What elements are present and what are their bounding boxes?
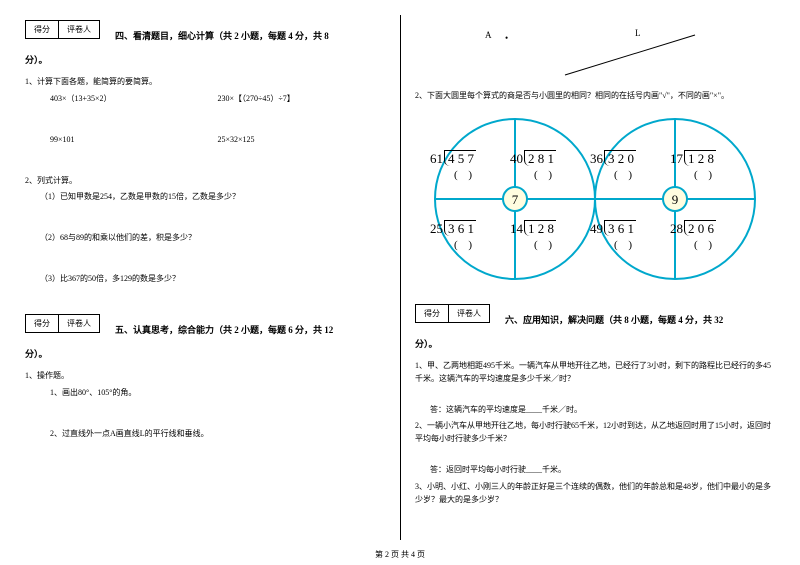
score-label: 得分 — [25, 20, 58, 39]
circles-overlay: 614 5 7 ( ) 402 8 1 ( ) 253 6 1 ( ) 141 … — [415, 111, 775, 286]
s6-a1: 答：这辆汽车的平均速度是____千米／时。 — [430, 404, 775, 417]
point-line-diagram: A • L — [415, 20, 775, 80]
q1-text: 1、计算下面各题，能简算的要简算。 — [25, 76, 385, 89]
calc-4: 25×32×125 — [218, 134, 386, 147]
calc-3: 99×101 — [50, 134, 218, 147]
s6-q3: 3、小明、小红、小刚三人的年龄正好是三个连续的偶数，他们的年龄总和是48岁，他们… — [415, 481, 775, 507]
score-box: 得分 评卷人 — [25, 20, 100, 39]
page-footer: 第 2 页 共 4 页 — [0, 549, 800, 560]
reviewer-label-6: 评卷人 — [448, 304, 490, 323]
section-6-title-end: 分）。 — [415, 336, 775, 352]
s6-a2: 答：返回时平均每小时行驶____千米。 — [430, 464, 775, 477]
section-4-title: 四、看清题目，细心计算（共 2 小题，每题 4 分，共 8 — [115, 28, 385, 44]
section-5-title: 五、认真思考，综合能力（共 2 小题，每题 6 分，共 12 — [115, 322, 385, 338]
calc-1: 403×（13+35×2） — [50, 93, 218, 106]
calc-row-1: 403×（13+35×2） 230×【（270÷45）÷7】 — [50, 93, 385, 106]
score-box-5: 得分 评卷人 — [25, 314, 100, 333]
reviewer-label-5: 评卷人 — [58, 314, 100, 333]
q2b: （2）68与89的和乘以他们的差，积是多少？ — [40, 232, 385, 245]
s5-q1a: 1、画出80°、105°的角。 — [50, 387, 385, 400]
score-box-6: 得分 评卷人 — [415, 304, 490, 323]
q2-circles-text: 2、下面大圆里每个算式的商是否与小圆里的相同？相同的在括号内画"√"，不同的画"… — [415, 90, 775, 103]
score-label-5: 得分 — [25, 314, 58, 333]
score-label-6: 得分 — [415, 304, 448, 323]
line-l-svg — [415, 20, 775, 80]
q2c: （3）比367的50倍，多129的数是多少？ — [40, 273, 385, 286]
calc-row-2: 99×101 25×32×125 — [50, 134, 385, 147]
section-5-title-end: 分）。 — [25, 346, 385, 362]
reviewer-label: 评卷人 — [58, 20, 100, 39]
calc-2: 230×【（270÷45）÷7】 — [218, 93, 386, 106]
section-4-title-end: 分）。 — [25, 52, 385, 68]
section-6-title: 六、应用知识，解决问题（共 8 小题，每题 4 分，共 32 — [505, 312, 775, 328]
q2-text: 2、列式计算。 — [25, 175, 385, 188]
s5-q1: 1、操作题。 — [25, 370, 385, 383]
q2a: （1）已知甲数是254，乙数是甲数的15倍，乙数是多少？ — [40, 191, 385, 204]
s6-q1: 1、甲、乙两地相距495千米。一辆汽车从甲地开往乙地，已经行了3小时，剩下的路程… — [415, 360, 775, 386]
s5-q1b: 2、过直线外一点A画直线L的平行线和垂线。 — [50, 428, 385, 441]
s6-q2: 2、一辆小汽车从甲地开往乙地，每小时行驶65千米，12小时到达，从乙地返回时用了… — [415, 420, 775, 446]
